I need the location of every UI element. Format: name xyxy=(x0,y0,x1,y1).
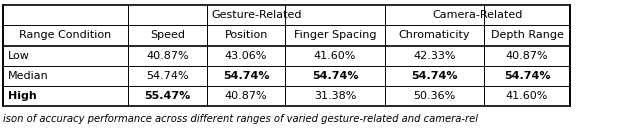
Text: 40.87%: 40.87% xyxy=(146,51,189,61)
Text: 42.33%: 42.33% xyxy=(413,51,456,61)
Text: Gesture-Related: Gesture-Related xyxy=(211,10,301,20)
Text: 55.47%: 55.47% xyxy=(144,91,191,101)
Text: Chromaticity: Chromaticity xyxy=(399,30,470,40)
Text: 40.87%: 40.87% xyxy=(506,51,548,61)
Text: Camera-Related: Camera-Related xyxy=(432,10,523,20)
Text: Median: Median xyxy=(8,71,49,81)
Text: 40.87%: 40.87% xyxy=(225,91,268,101)
Text: 43.06%: 43.06% xyxy=(225,51,268,61)
Text: 54.74%: 54.74% xyxy=(223,71,269,81)
Text: 41.60%: 41.60% xyxy=(506,91,548,101)
Text: Low: Low xyxy=(8,51,30,61)
Text: 50.36%: 50.36% xyxy=(413,91,456,101)
Text: Position: Position xyxy=(225,30,268,40)
Text: ison of accuracy performance across different ranges of varied gesture-related a: ison of accuracy performance across diff… xyxy=(3,114,478,124)
Text: 54.74%: 54.74% xyxy=(411,71,458,81)
Text: High: High xyxy=(8,91,37,101)
Text: Range Condition: Range Condition xyxy=(19,30,112,40)
Text: 41.60%: 41.60% xyxy=(314,51,356,61)
Text: Finger Spacing: Finger Spacing xyxy=(294,30,376,40)
Text: Depth Range: Depth Range xyxy=(491,30,563,40)
Text: 54.74%: 54.74% xyxy=(146,71,189,81)
Text: 54.74%: 54.74% xyxy=(312,71,358,81)
Text: 31.38%: 31.38% xyxy=(314,91,356,101)
Text: 54.74%: 54.74% xyxy=(504,71,550,81)
Text: Speed: Speed xyxy=(150,30,185,40)
